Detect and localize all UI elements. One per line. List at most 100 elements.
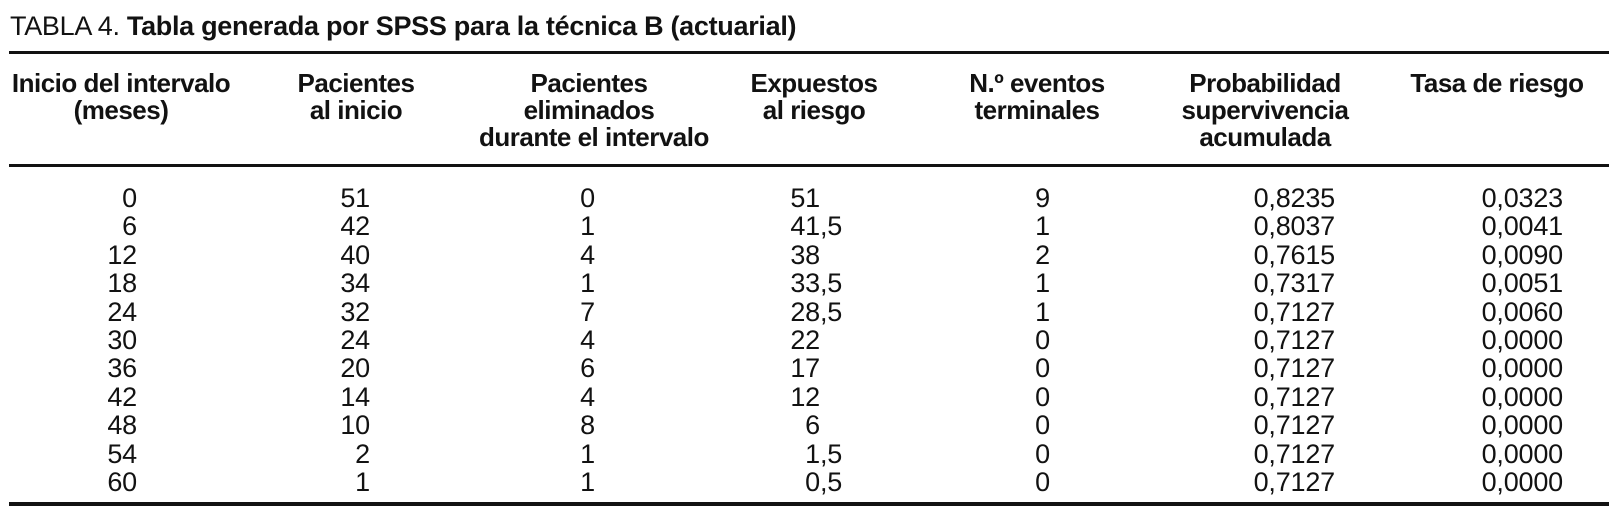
cell-eventos-terminales: 0 <box>1035 438 1050 469</box>
cell-expuestos-int: 22 <box>790 324 820 355</box>
cell-probabilidad: 0,7317 <box>1253 268 1336 299</box>
cell-tasa-riesgo: 0,0000 <box>1481 324 1564 355</box>
cell-probabilidad: 0,7127 <box>1253 296 1336 327</box>
cell-pacientes-eliminados: 6 <box>580 353 595 384</box>
table-row: 36 20 6 17 0 0,7127 0,0000 <box>9 353 1609 384</box>
cell-tasa-riesgo: 0,0000 <box>1481 353 1564 384</box>
column-header-probabilidad-supervivencia: Probabilidad supervivencia acumulada <box>1181 68 1349 152</box>
cell-probabilidad: 0,7615 <box>1253 239 1336 270</box>
cell-tasa-riesgo: 0,0000 <box>1481 410 1564 441</box>
cell-eventos-terminales: 1 <box>1035 296 1050 327</box>
cell-inicio-intervalo: 48 <box>107 410 137 441</box>
cell-expuestos-int: 12 <box>790 381 820 412</box>
cell-expuestos-dec: ,5 <box>820 438 843 469</box>
cell-probabilidad: 0,7127 <box>1253 438 1336 469</box>
cell-probabilidad: 0,7127 <box>1253 381 1336 412</box>
table-row: 12 40 4 38 2 0,7615 0,0090 <box>9 239 1609 270</box>
cell-pacientes-inicio: 34 <box>340 268 370 299</box>
column-header-pacientes-eliminados: Pacientes eliminados durante el interval… <box>479 68 709 152</box>
table-row: 42 14 4 12 0 0,7127 0,0000 <box>9 381 1609 412</box>
cell-pacientes-inicio: 2 <box>355 438 370 469</box>
cell-expuestos-riesgo: 28 ,5 <box>699 296 929 327</box>
cell-expuestos-dec: ,5 <box>820 296 843 327</box>
cell-tasa-riesgo: 0,0323 <box>1481 183 1564 213</box>
cell-pacientes-eliminados: 4 <box>580 381 595 412</box>
cell-expuestos-dec: ,5 <box>820 466 843 497</box>
cell-probabilidad: 0,7127 <box>1253 324 1336 355</box>
cell-expuestos-int: 41 <box>790 211 820 242</box>
table-row: 30 24 4 22 0 0,7127 0,0000 <box>9 324 1609 355</box>
cell-eventos-terminales: 1 <box>1035 268 1050 299</box>
cell-inicio-intervalo: 24 <box>107 296 137 327</box>
cell-expuestos-riesgo: 1 ,5 <box>699 438 929 469</box>
cell-probabilidad: 0,7127 <box>1253 353 1336 384</box>
cell-pacientes-inicio: 1 <box>355 466 370 497</box>
cell-inicio-intervalo: 18 <box>107 268 137 299</box>
cell-tasa-riesgo: 0,0000 <box>1481 438 1564 469</box>
cell-pacientes-inicio: 40 <box>340 239 370 270</box>
column-header-inicio-intervalo: Inicio del intervalo (meses) <box>11 68 231 125</box>
table-body: 0 51 0 51 9 0,8235 0,0323 6 42 1 41 ,5 1… <box>9 183 1609 497</box>
table-row: 48 10 8 6 0 0,7127 0,0000 <box>9 410 1609 441</box>
cell-expuestos-int: 38 <box>790 239 820 270</box>
cell-tasa-riesgo: 0,0051 <box>1481 268 1564 299</box>
cell-expuestos-int: 0 <box>805 466 820 497</box>
cell-inicio-intervalo: 54 <box>107 438 137 469</box>
cell-expuestos-dec <box>820 354 843 382</box>
cell-expuestos-riesgo: 0 ,5 <box>699 466 929 497</box>
table-header-row: Inicio del intervalo (meses) Pacientes a… <box>9 70 1609 151</box>
cell-inicio-intervalo: 42 <box>107 381 137 412</box>
cell-inicio-intervalo: 36 <box>107 353 137 384</box>
cell-probabilidad: 0,7127 <box>1253 466 1336 497</box>
cell-tasa-riesgo: 0,0041 <box>1481 211 1564 242</box>
cell-probabilidad: 0,7127 <box>1253 410 1336 441</box>
cell-expuestos-dec <box>820 184 843 212</box>
cell-pacientes-inicio: 32 <box>340 296 370 327</box>
cell-eventos-terminales: 0 <box>1035 466 1050 497</box>
bottom-rule <box>9 502 1609 506</box>
cell-pacientes-eliminados: 0 <box>580 183 595 213</box>
table-row: 54 2 1 1 ,5 0 0,7127 0,0000 <box>9 438 1609 469</box>
cell-expuestos-riesgo: 38 <box>699 239 929 270</box>
cell-pacientes-inicio: 20 <box>340 353 370 384</box>
table-row: 0 51 0 51 9 0,8235 0,0323 <box>9 183 1609 213</box>
cell-pacientes-inicio: 51 <box>340 183 370 213</box>
cell-expuestos-dec: ,5 <box>820 211 843 242</box>
cell-expuestos-riesgo: 6 <box>699 410 929 441</box>
cell-expuestos-int: 28 <box>790 296 820 327</box>
table-row: 6 42 1 41 ,5 1 0,8037 0,0041 <box>9 211 1609 242</box>
cell-pacientes-eliminados: 1 <box>580 268 595 299</box>
table-title-number: TABLA 4. <box>10 11 127 41</box>
cell-probabilidad: 0,8037 <box>1253 211 1336 242</box>
cell-inicio-intervalo: 60 <box>107 466 137 497</box>
cell-pacientes-inicio: 42 <box>340 211 370 242</box>
cell-expuestos-riesgo: 51 <box>699 184 929 213</box>
cell-expuestos-dec <box>820 326 843 354</box>
cell-expuestos-int: 17 <box>790 353 820 384</box>
cell-eventos-terminales: 0 <box>1035 410 1050 441</box>
cell-eventos-terminales: 0 <box>1035 353 1050 384</box>
table-row: 60 1 1 0 ,5 0 0,7127 0,0000 <box>9 466 1609 497</box>
cell-pacientes-inicio: 24 <box>340 324 370 355</box>
cell-tasa-riesgo: 0,0060 <box>1481 296 1564 327</box>
cell-inicio-intervalo: 12 <box>107 239 137 270</box>
cell-eventos-terminales: 1 <box>1035 211 1050 242</box>
cell-pacientes-eliminados: 4 <box>580 239 595 270</box>
column-header-expuestos-riesgo: Expuestos al riesgo <box>750 68 879 125</box>
cell-tasa-riesgo: 0,0000 <box>1481 466 1564 497</box>
cell-expuestos-dec <box>820 383 843 411</box>
table-row: 24 32 7 28 ,5 1 0,7127 0,0060 <box>9 296 1609 327</box>
cell-eventos-terminales: 0 <box>1035 324 1050 355</box>
cell-tasa-riesgo: 0,0000 <box>1481 381 1564 412</box>
cell-expuestos-int: 1 <box>805 438 820 469</box>
cell-expuestos-int: 6 <box>805 410 820 441</box>
cell-pacientes-inicio: 10 <box>340 410 370 441</box>
cell-expuestos-riesgo: 41 ,5 <box>699 211 929 242</box>
table-row: 18 34 1 33 ,5 1 0,7317 0,0051 <box>9 268 1609 299</box>
cell-pacientes-eliminados: 1 <box>580 211 595 242</box>
table-title-text: Tabla generada por SPSS para la técnica … <box>126 11 797 41</box>
cell-eventos-terminales: 2 <box>1035 239 1050 270</box>
cell-pacientes-eliminados: 1 <box>580 466 595 497</box>
cell-pacientes-eliminados: 1 <box>580 438 595 469</box>
